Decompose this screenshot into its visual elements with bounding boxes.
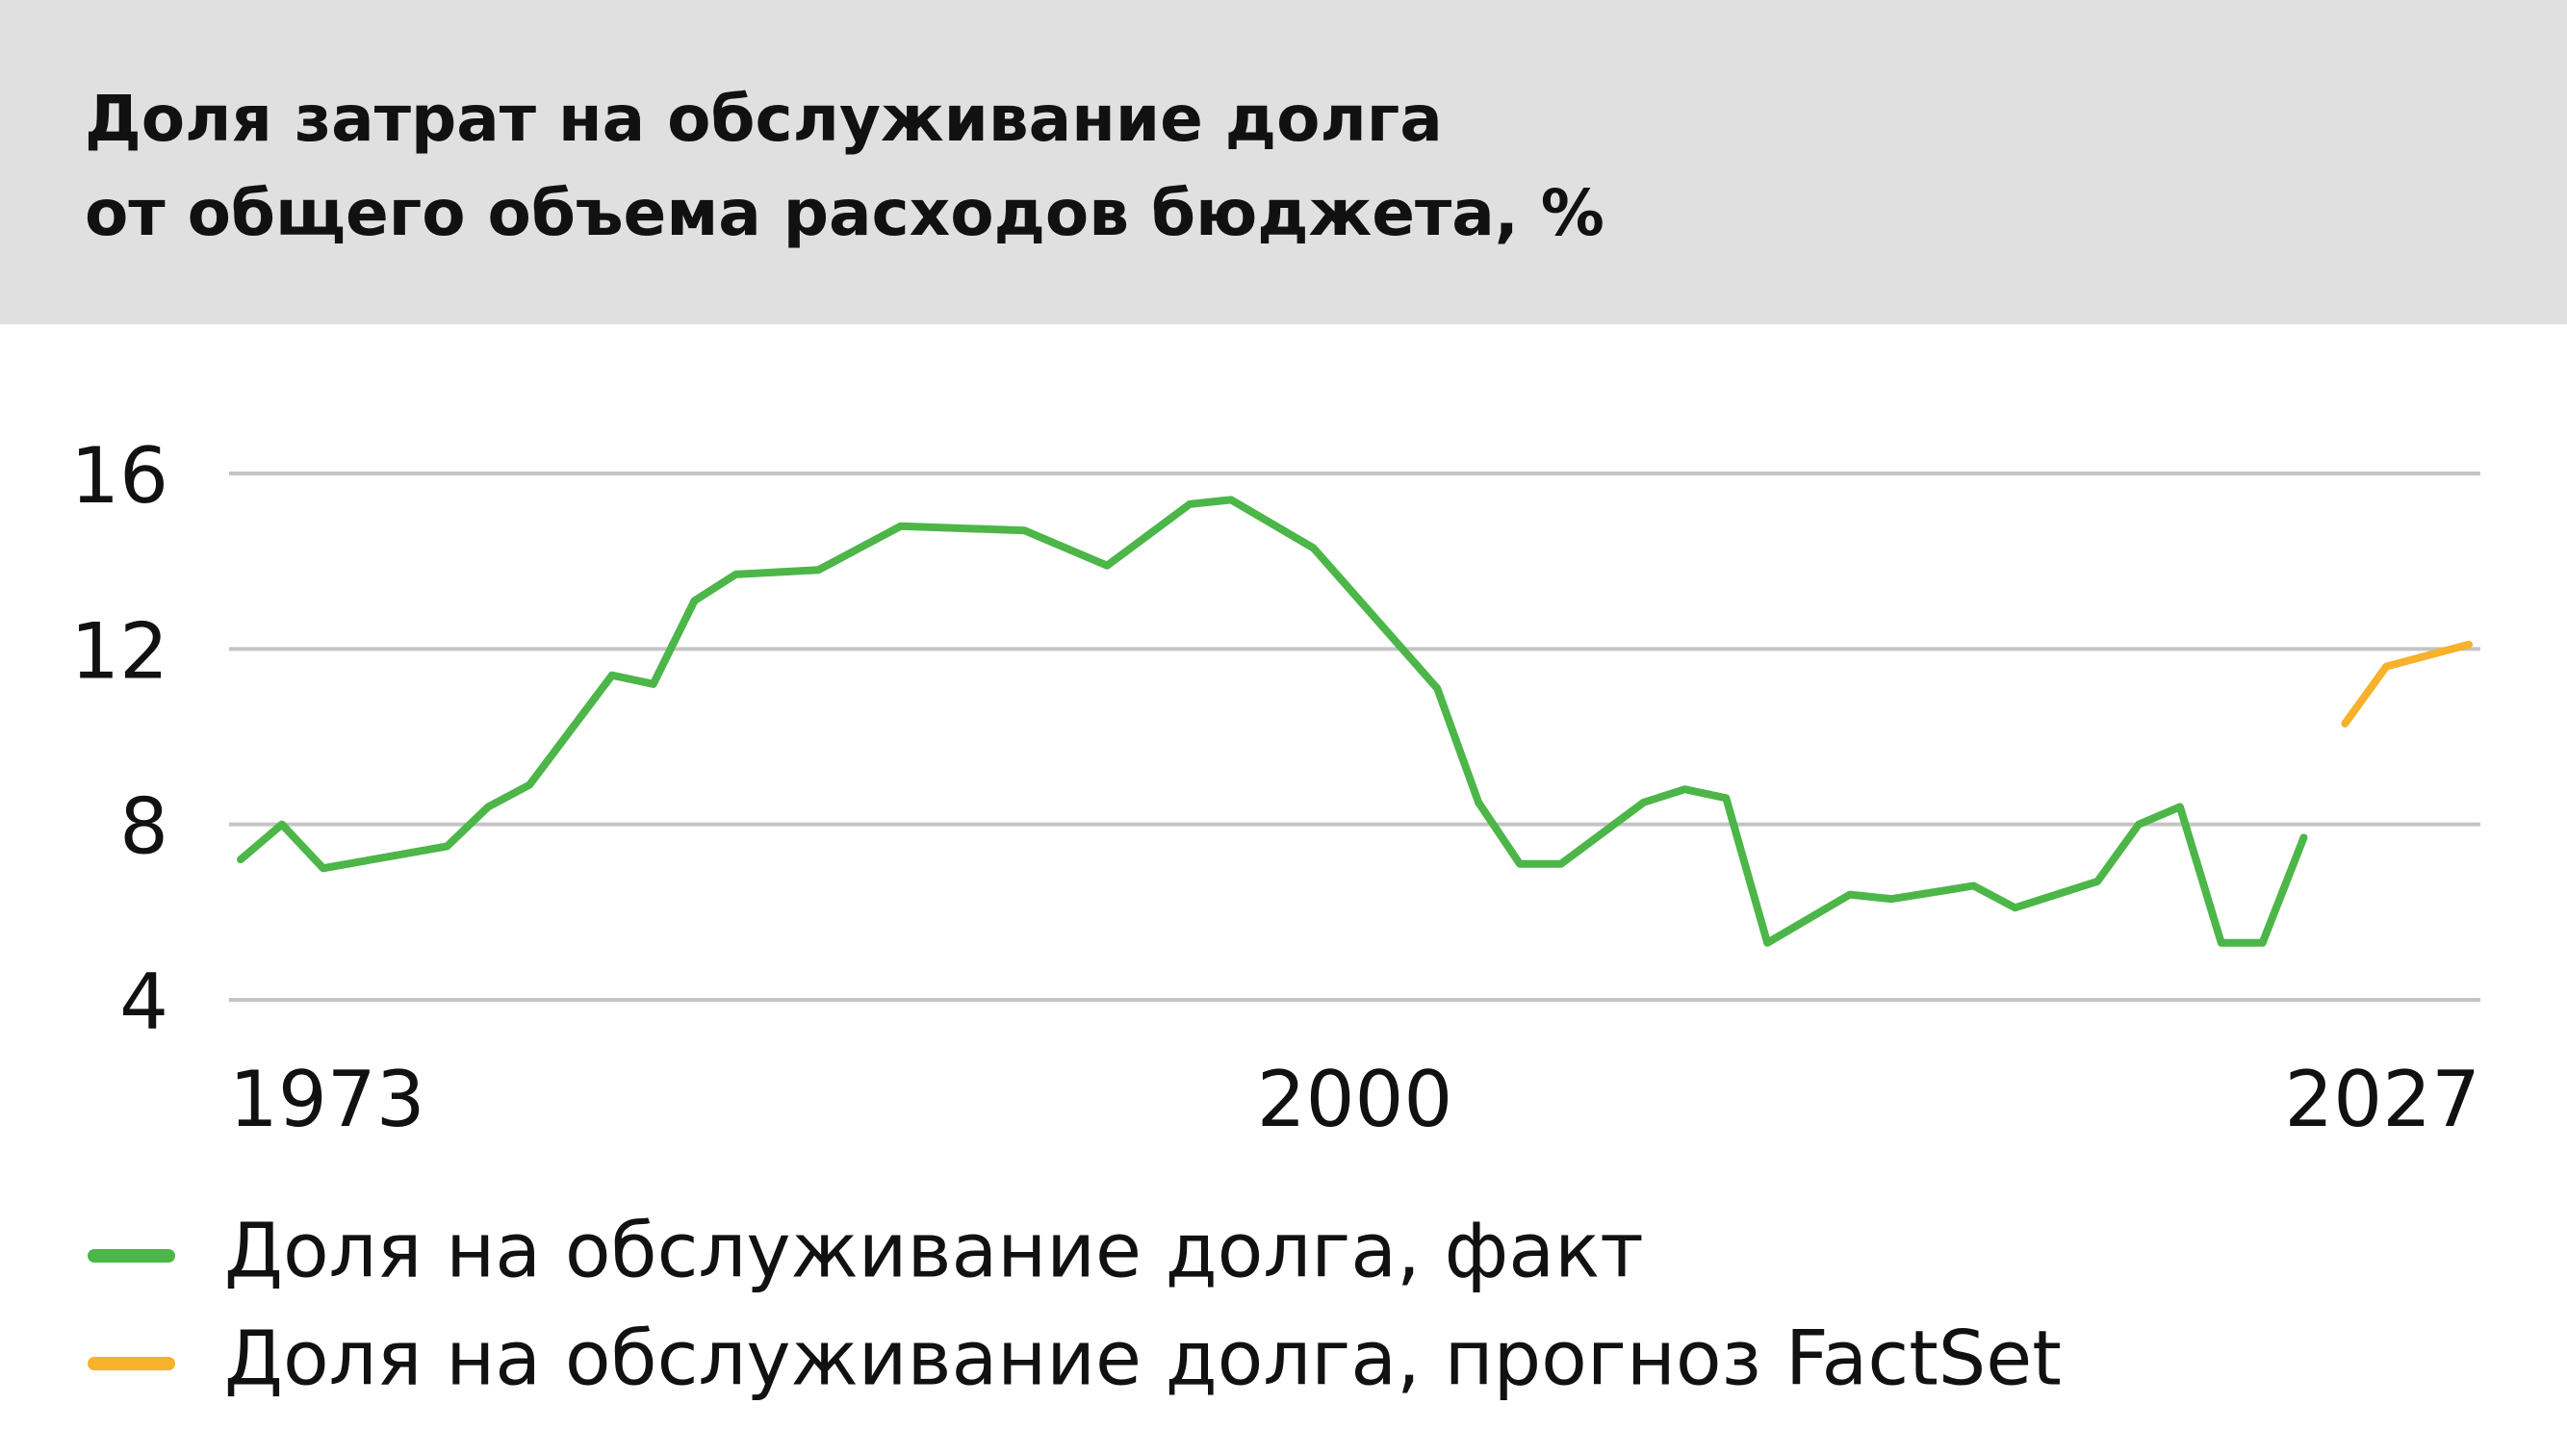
header-band xyxy=(0,0,2567,324)
y-tick-label: 8 xyxy=(119,782,168,872)
x-tick-label: 2027 xyxy=(2284,1055,2480,1144)
series-line xyxy=(237,496,2308,947)
y-tick-label: 12 xyxy=(70,606,168,696)
y-tick-label: 4 xyxy=(119,958,168,1047)
series-line xyxy=(2341,640,2473,728)
legend-label: Доля на обслуживание долга, факт xyxy=(224,1208,1644,1294)
legend-label: Доля на обслуживание долга, прогноз Fact… xyxy=(224,1316,2062,1402)
x-tick-label: 1973 xyxy=(229,1055,425,1144)
chart-title: Доля затрат на обслуживание долга xyxy=(85,82,1443,156)
y-tick-label: 16 xyxy=(70,431,168,521)
x-tick-label: 2000 xyxy=(1257,1055,1453,1144)
chart-title: от общего объема расходов бюджета, % xyxy=(85,176,1604,250)
